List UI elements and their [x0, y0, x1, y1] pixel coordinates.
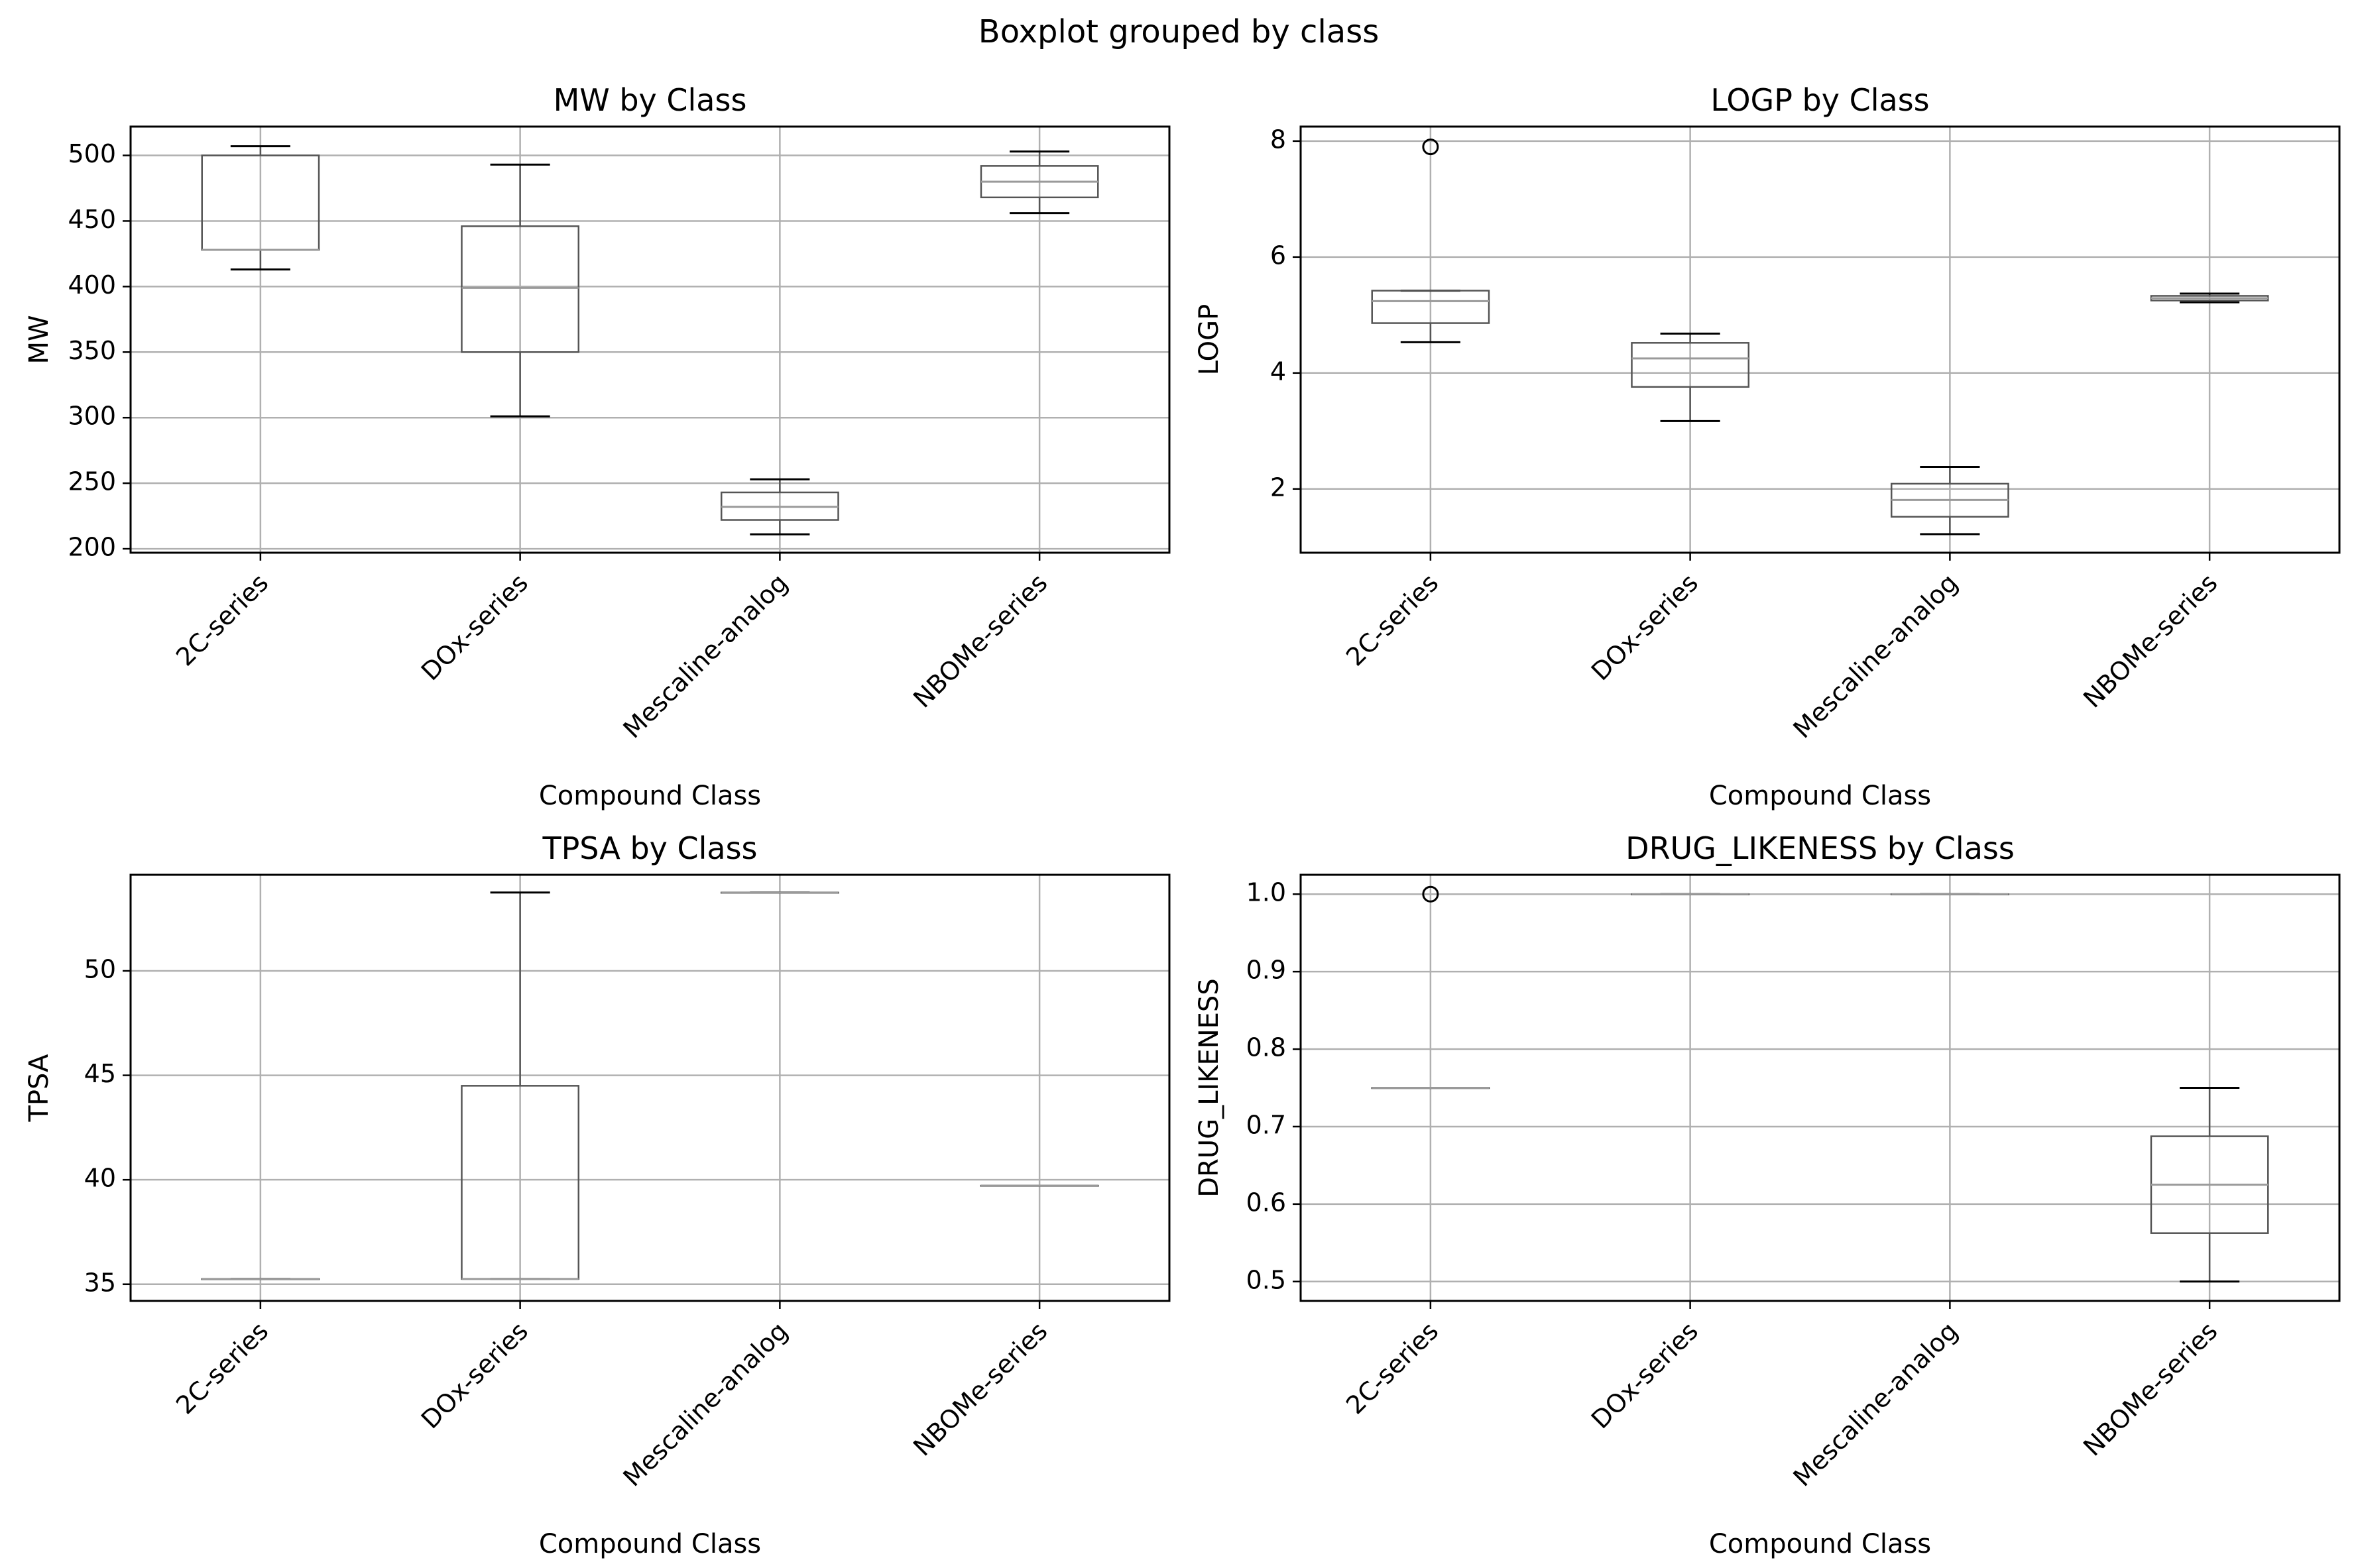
x-axis-label: Compound Class [1709, 781, 1931, 811]
box-nbome-series [980, 150, 1099, 215]
box-mescaline-analog [1890, 466, 2009, 535]
y-axis-label: MW [24, 315, 54, 364]
y-tick-label: 400 [68, 270, 116, 300]
box-2c-series [1371, 139, 1490, 343]
y-tick-label: 250 [68, 467, 116, 496]
y-tick-label: 45 [84, 1059, 116, 1088]
y-tick-label: 40 [84, 1164, 116, 1193]
y-tick-label: 0.7 [1246, 1110, 1286, 1139]
x-axis-label: Compound Class [1709, 1529, 1931, 1559]
box-mescaline-analog [1890, 893, 2009, 895]
plot-frame [129, 125, 1171, 554]
box-dox-series [461, 163, 580, 418]
iqr-box [461, 225, 580, 353]
iqr-box [1371, 290, 1490, 324]
y-tick-label: 350 [68, 336, 116, 365]
chart-title: LOGP by Class [1710, 82, 1929, 118]
figure-suptitle: Boxplot grouped by class [978, 13, 1379, 50]
box-2c-series [1371, 885, 1490, 1090]
chart-title: DRUG_LIKENESS by Class [1625, 830, 2015, 866]
iqr-box [1631, 342, 1750, 388]
y-tick-label: 500 [68, 139, 116, 168]
y-tick-label: 4 [1270, 357, 1286, 386]
y-tick-label: 8 [1270, 125, 1286, 154]
y-tick-label: 0.8 [1246, 1033, 1286, 1062]
box-dox-series [1631, 332, 1750, 422]
y-tick-label: 0.9 [1246, 956, 1286, 985]
chart-title: MW by Class [554, 82, 747, 118]
box-2c-series [201, 145, 320, 271]
chart-title: TPSA by Class [542, 830, 757, 866]
y-tick-label: 50 [84, 954, 116, 983]
y-tick-label: 0.5 [1246, 1265, 1286, 1294]
y-tick-label: 450 [68, 205, 116, 234]
y-axis-label: TPSA [24, 1054, 54, 1123]
box-mescaline-analog [720, 478, 839, 535]
plot-frame [1299, 873, 2341, 1302]
y-tick-label: 2 [1270, 473, 1286, 502]
y-axis-label: LOGP [1194, 304, 1224, 375]
y-tick-label: 35 [84, 1268, 116, 1297]
y-tick-label: 300 [68, 402, 116, 431]
box-nbome-series [2150, 1087, 2269, 1283]
y-tick-label: 200 [68, 533, 116, 562]
box-dox-series [1631, 893, 1750, 895]
box-nbome-series [2150, 292, 2269, 304]
y-tick-label: 6 [1270, 241, 1286, 270]
plot-frame [1299, 125, 2341, 554]
y-tick-label: 0.6 [1246, 1188, 1286, 1217]
plot-frame [129, 873, 1171, 1302]
y-tick-label: 1.0 [1246, 878, 1286, 907]
x-axis-label: Compound Class [539, 781, 761, 811]
box-dox-series [461, 891, 580, 1280]
outlier-point-0 [1422, 885, 1439, 903]
y-axis-label: DRUG_LIKENESS [1194, 978, 1224, 1197]
x-axis-label: Compound Class [539, 1529, 761, 1559]
outlier-point-0 [1422, 139, 1439, 156]
box-2c-series [201, 1278, 320, 1280]
